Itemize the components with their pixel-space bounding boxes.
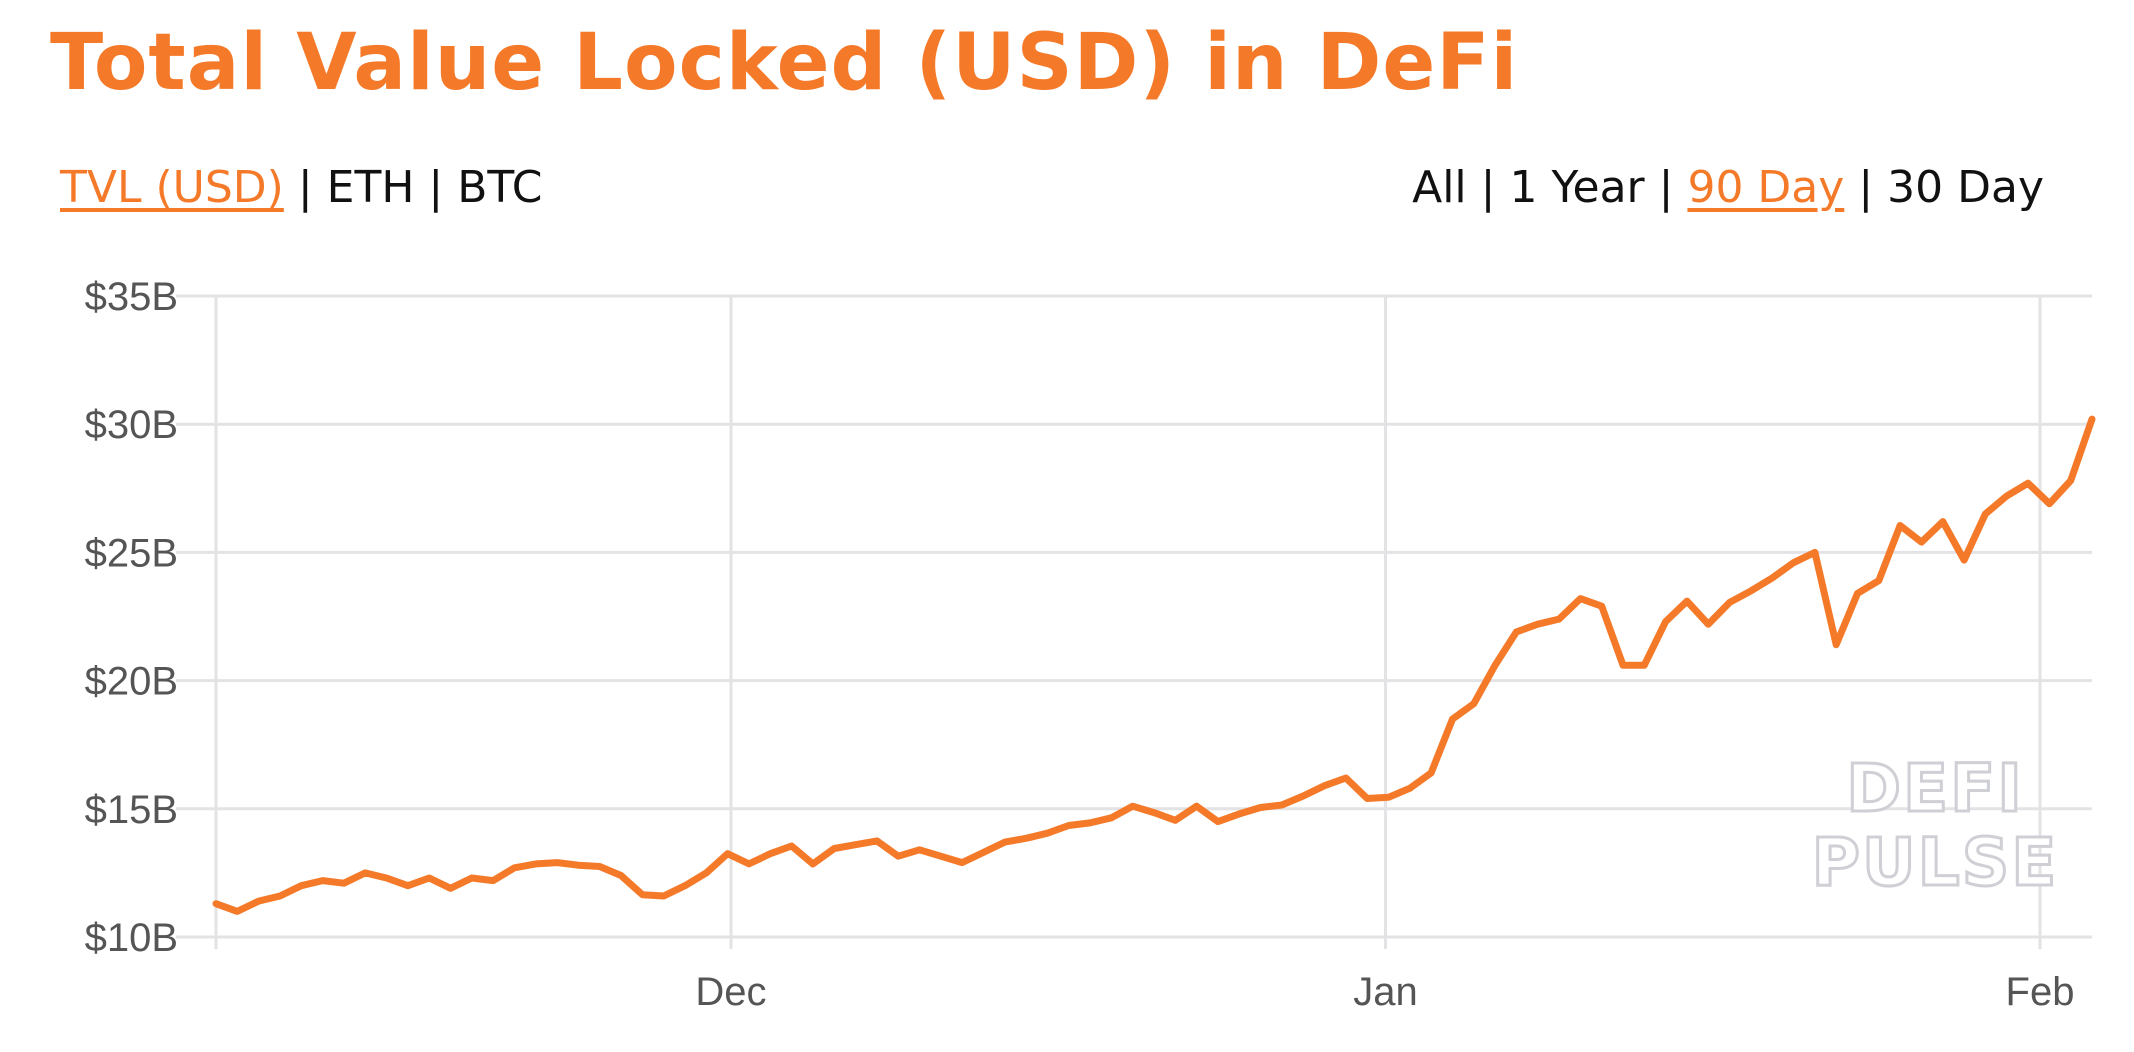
tab-separator: | xyxy=(428,162,444,213)
tab-separator: | xyxy=(1858,162,1874,213)
x-axis-ticks: Dec Jan Feb xyxy=(695,970,2074,1014)
y-tick-label: $10B xyxy=(85,916,178,960)
y-tick-label: $15B xyxy=(85,788,178,832)
x-tick-label: Jan xyxy=(1353,970,1418,1014)
range-90-day[interactable]: 90 Day xyxy=(1687,162,1845,213)
watermark-line-2: PULSE xyxy=(1810,824,2059,901)
y-axis-ticks: $10B $15B $20B $25B $30B $35B xyxy=(85,275,178,960)
range-tabs: All | 1 Year | 90 Day | 30 Day xyxy=(1412,162,2044,213)
page-title: Total Value Locked (USD) in DeFi xyxy=(50,18,1519,108)
x-tick-label: Feb xyxy=(2006,970,2075,1014)
vertical-gridlines xyxy=(214,296,2042,949)
y-tick-label: $20B xyxy=(85,660,178,704)
tab-separator: | xyxy=(297,162,313,213)
tab-btc[interactable]: BTC xyxy=(457,162,543,213)
series-group xyxy=(212,415,2096,915)
range-1-year[interactable]: 1 Year xyxy=(1509,162,1645,213)
tvl-line-chart: $10B $15B $20B $25B $30B $35B Dec Jan Feb xyxy=(85,275,2096,1014)
y-tick-label: $30B xyxy=(85,403,178,447)
y-tick-label: $25B xyxy=(85,531,178,575)
horizontal-gridlines xyxy=(176,294,2092,939)
tab-separator: | xyxy=(1658,162,1674,213)
defi-pulse-watermark: DEFI PULSE xyxy=(1810,750,2060,901)
metric-tabs: TVL (USD) | ETH | BTC xyxy=(60,162,542,213)
tab-tvl-usd[interactable]: TVL (USD) xyxy=(60,162,284,213)
watermark-line-1: DEFI xyxy=(1845,750,2024,827)
range-30-day[interactable]: 30 Day xyxy=(1887,162,2044,213)
range-all[interactable]: All xyxy=(1412,162,1467,213)
tab-eth[interactable]: ETH xyxy=(326,162,415,213)
y-tick-label: $35B xyxy=(85,275,178,319)
x-tick-label: Dec xyxy=(695,970,766,1014)
tab-separator: | xyxy=(1480,162,1496,213)
tvl-series-line xyxy=(212,415,2096,915)
